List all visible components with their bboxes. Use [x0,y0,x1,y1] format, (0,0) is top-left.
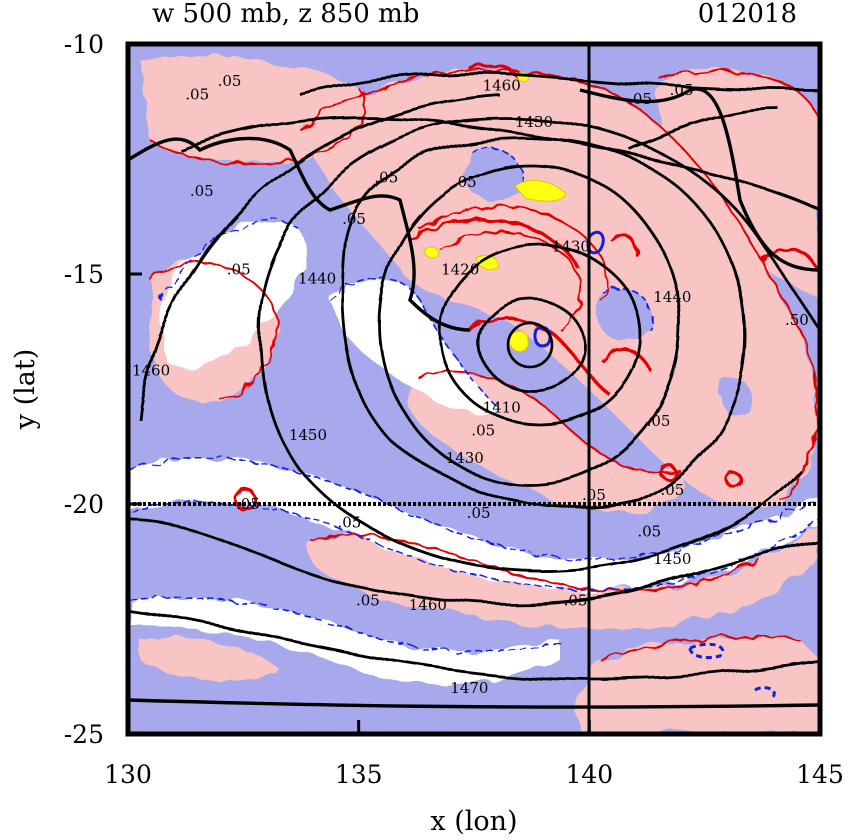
w-contour-label: .50 [785,311,809,329]
y-axis-label: y (lat) [10,349,41,431]
w-positive-contour [439,230,582,331]
height-contour-label: 1460 [409,596,447,614]
y-tick-label: -15 [64,260,104,289]
height-contour-1440 [340,136,747,509]
w-positive-contour [419,371,681,474]
w-contour-label: .05 [637,523,661,541]
blue-patch-1 [465,147,522,201]
w-contours [129,63,820,700]
w-field-shading [128,44,820,734]
height-contour-label: 1450 [289,426,327,444]
w-contour-label: .05 [236,495,260,513]
x-tick-label: 140 [565,760,613,789]
upward-region-north [140,56,366,164]
w-contour-label: .05 [356,592,380,610]
height-contour-1410 [478,298,586,392]
y-tick-label: -20 [64,490,104,519]
height-contour-label: 1430 [446,449,484,467]
w-contour-label: .05 [582,486,606,504]
w-contour-label: .05 [342,210,366,228]
w-positive-contour [419,205,609,301]
y-tick-label: -25 [64,720,104,749]
contour-labels: 1460 1430 1430 1420 1410 1440 1460 1450 1430 1440… [132,72,809,697]
x-axis-label: x (lon) [430,806,517,837]
neutral-spiral-gap [330,277,500,413]
plot-frame [125,41,823,737]
w-strong-contour [409,218,582,271]
w-strong-contour [609,234,638,256]
height-contour-label: 1430 [515,113,553,131]
w-contour-label: .05 [190,182,214,200]
height-contour-upper [299,71,820,97]
w-negative-contour [329,276,501,411]
w-contour-label: .05 [467,504,491,522]
w-strong-contour [469,317,612,397]
w-strong-cell [234,488,258,512]
height-contour-1420 [438,243,642,427]
axes: 130 135 140 145 -10 -15 -20 -25 [64,30,844,789]
w-contour-label: .05 [185,86,209,104]
w-max-region [507,330,529,353]
height-contour-1470 [128,608,820,682]
height-contour-label: 1470 [450,679,488,697]
height-contour-label: 1460 [483,76,521,94]
height-contour-label: 1450 [653,550,691,568]
w-positive-contour [599,635,801,661]
chart-title: w 500 mb, z 850 mb [152,0,419,29]
w-max-region [514,179,567,202]
w-contour-label: .05 [647,412,671,430]
w-contour-label: .05 [471,421,495,439]
x-tick-label: 135 [335,760,383,789]
w-strong-cell [659,463,677,481]
pink-patch-1 [330,558,460,608]
cyclone-centre [506,321,554,369]
coastline [128,87,820,709]
height-contours [128,71,820,709]
w-strong-negative-contour [754,686,776,700]
height-contour-1430 [378,163,682,487]
height-contour-label: 1410 [483,398,521,416]
blue-patch-2 [595,287,652,341]
neutral-band-lower [130,597,560,684]
w-contour-label: .05 [227,260,251,278]
height-contour-label: 1440 [298,270,336,288]
center-ring [506,321,554,369]
w-positive-contour [659,69,820,121]
w-strong-cell [725,471,743,489]
w-max-region [423,246,439,259]
height-contour-1460 [129,93,820,606]
w-contour-label: .05 [660,481,684,499]
w-negative-contour [469,146,523,191]
w-negative-contour [129,501,820,591]
w-contour-label: .05 [218,72,242,90]
w-strong-contour [598,347,652,371]
w-positive-contour [309,533,761,592]
w-max-region [475,255,499,271]
height-contour-label: 1460 [132,362,170,380]
w-contour-label: .05 [628,90,652,108]
pink-patch-2 [140,637,280,681]
w-negative-contour [129,456,820,561]
x-tick-label: 145 [796,760,844,789]
w-contour-label: .05 [453,173,477,191]
height-contour-label: 1420 [441,260,479,278]
w-strong-negative-contour [688,642,724,660]
height-contour-label: 1430 [552,237,590,255]
w-negative-contour [159,219,301,301]
w-contour-label: .05 [374,168,398,186]
height-contour-label: 1440 [653,288,691,306]
w-contour-label: .05 [564,592,588,610]
y-tick-label: -10 [64,30,104,59]
upward-region-southeast [576,636,820,734]
x-tick-label: 130 [104,760,152,789]
w-contour-label: .05 [338,513,362,531]
w-negative-contour [599,286,653,331]
chart-date-label: 012018 [698,0,797,29]
w-contour-label: .05 [670,81,694,99]
height-contour-1450 [258,117,820,573]
w-negative-contour [129,596,561,653]
height-contour-1430-north [179,116,820,212]
